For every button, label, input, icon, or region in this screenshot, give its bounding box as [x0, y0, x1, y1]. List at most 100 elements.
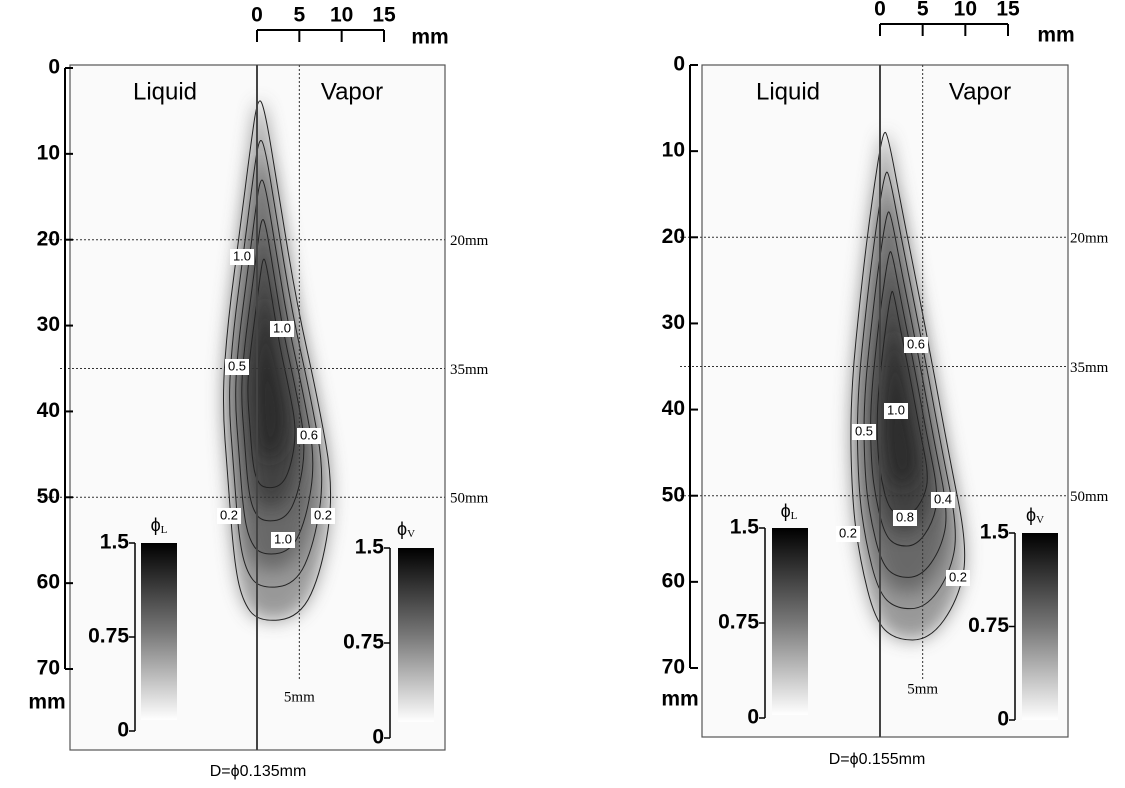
x-tick-label: 10 — [330, 4, 353, 27]
contour-label-bg — [230, 249, 254, 265]
contour-label: 1.0 — [887, 402, 905, 417]
colorbar-subscript: V — [1036, 514, 1044, 526]
contour-label-bg — [836, 526, 860, 542]
y-tick-label: 10 — [37, 141, 60, 164]
side-label: Liquid — [756, 78, 820, 105]
colorbar-label: ϕL — [781, 501, 798, 522]
contour-label-bg — [893, 510, 917, 526]
colorbar-symbol: ϕ — [397, 519, 407, 539]
colorbar-subscript: L — [161, 524, 168, 536]
x-tick-label: 15 — [372, 4, 396, 27]
ref-label: 5mm — [907, 681, 938, 697]
colorbar-tick-label: 1.5 — [355, 536, 385, 559]
contour-label: 1.0 — [233, 248, 251, 263]
contour-label: 0.2 — [949, 569, 967, 584]
colorbar-tick-label: 0.75 — [343, 631, 384, 654]
y-tick-label: 40 — [37, 399, 60, 422]
colorbar-subscript: L — [791, 510, 798, 522]
contour-label-bg — [946, 570, 970, 586]
colorbar — [141, 543, 177, 720]
colorbar-tick-label: 0.75 — [718, 611, 759, 634]
contour-label: 0.6 — [300, 427, 318, 442]
y-tick-label: 20 — [662, 225, 685, 248]
contour-label: 1.0 — [273, 320, 291, 335]
y-unit: mm — [661, 688, 698, 711]
y-tick-label: 0 — [673, 53, 685, 76]
colorbar-tick-label: 0.75 — [968, 614, 1009, 637]
x-tick-label: 10 — [954, 0, 977, 21]
colorbar — [772, 528, 808, 715]
x-tick-label: 15 — [996, 0, 1020, 21]
y-unit: mm — [28, 691, 65, 714]
contour-line — [870, 251, 938, 547]
y-tick-label: 50 — [662, 483, 685, 506]
colorbar-tick-label: 0 — [997, 708, 1009, 731]
side-label: Vapor — [949, 78, 1011, 105]
contour-label-bg — [271, 532, 295, 548]
x-unit: mm — [411, 26, 448, 49]
x-tick-label: 0 — [251, 4, 263, 27]
colorbar-label: ϕV — [1026, 505, 1044, 526]
y-tick-label: 20 — [37, 227, 60, 250]
y-tick-label: 10 — [662, 139, 685, 162]
y-tick-label: 70 — [662, 656, 685, 679]
y-tick-label: 60 — [37, 571, 60, 594]
side-label: Liquid — [133, 78, 197, 105]
side-label: Vapor — [321, 78, 383, 105]
contour-label: 0.2 — [839, 525, 857, 540]
colorbar-subscript: V — [407, 528, 415, 540]
caption: D=ϕ0.135mm — [210, 763, 307, 780]
ref-label: 35mm — [1070, 360, 1109, 376]
contour-label-bg — [852, 424, 876, 440]
colorbar-tick-label: 0 — [372, 726, 384, 749]
colorbar-tick-label: 1.5 — [100, 531, 130, 554]
colorbar-symbol: ϕ — [151, 515, 161, 535]
contour-label: 0.5 — [228, 358, 246, 373]
contour-label: 0.2 — [220, 507, 238, 522]
density-core — [253, 294, 287, 459]
colorbar-label: ϕV — [397, 519, 415, 540]
y-tick-label: 70 — [37, 657, 60, 680]
contour-label: 0.4 — [934, 491, 952, 506]
contour-label: 1.0 — [274, 531, 292, 546]
contour-line — [850, 131, 966, 641]
contour-label-bg — [884, 403, 908, 419]
ref-label: 20mm — [1070, 231, 1109, 247]
contour-label-bg — [225, 359, 249, 375]
contour-line — [229, 139, 323, 588]
contour-label-bg — [931, 492, 955, 508]
contour-label: 0.6 — [907, 336, 925, 351]
ref-label: 20mm — [450, 233, 489, 249]
contour-label-bg — [217, 508, 241, 524]
contour-label-bg — [904, 337, 928, 353]
ref-label: 5mm — [284, 689, 315, 705]
contour-label: 0.2 — [314, 507, 332, 522]
contour-label: 0.8 — [896, 509, 914, 524]
colorbar — [398, 548, 434, 722]
caption: D=ϕ0.155mm — [829, 751, 926, 768]
contour-label-bg — [297, 428, 321, 444]
x-tick-label: 5 — [917, 0, 929, 21]
colorbar-symbol: ϕ — [781, 501, 791, 521]
y-tick-label: 60 — [662, 569, 685, 592]
y-tick-label: 30 — [37, 313, 60, 336]
colorbar-tick-label: 0 — [117, 719, 129, 742]
colorbar-tick-label: 0.75 — [88, 625, 129, 648]
y-tick-label: 50 — [37, 485, 60, 508]
colorbar — [1022, 533, 1058, 720]
x-unit: mm — [1037, 24, 1074, 47]
contour-label: 0.5 — [855, 423, 873, 438]
x-tick-label: 5 — [293, 4, 305, 27]
colorbar-label: ϕL — [151, 515, 168, 536]
y-tick-label: 40 — [662, 397, 685, 420]
colorbar-tick-label: 0 — [747, 706, 759, 729]
contour-line — [247, 258, 296, 489]
colorbar-symbol: ϕ — [1026, 505, 1036, 525]
contour-label-bg — [270, 321, 294, 337]
ref-label: 50mm — [1070, 489, 1109, 505]
contour-label-bg — [311, 508, 335, 524]
colorbar-tick-label: 1.5 — [980, 521, 1010, 544]
contour-line — [856, 171, 956, 610]
ref-label: 35mm — [450, 362, 489, 378]
